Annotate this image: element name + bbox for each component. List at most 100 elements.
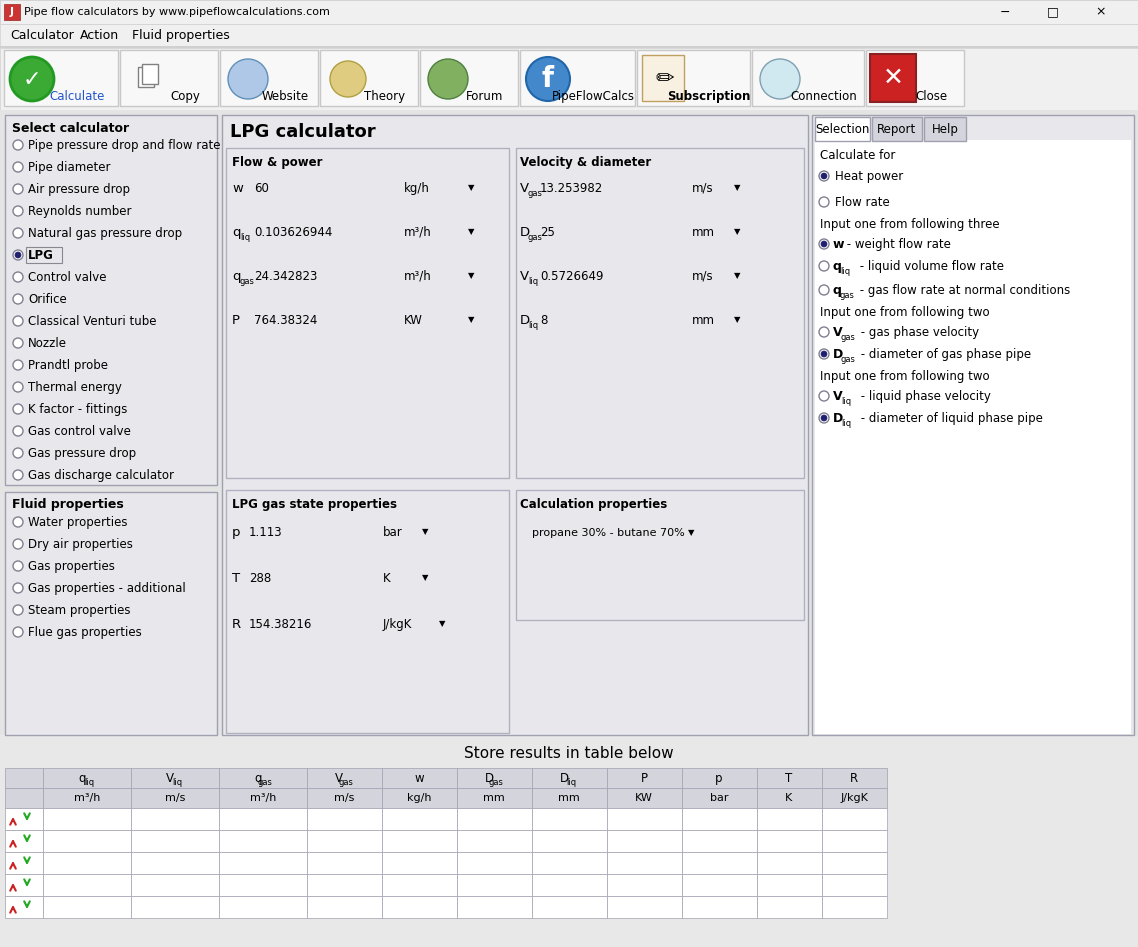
- Bar: [516, 148, 805, 478]
- Text: liq: liq: [840, 266, 850, 276]
- Circle shape: [819, 171, 828, 181]
- Bar: [399, 177, 480, 199]
- Text: liq: liq: [240, 233, 250, 241]
- Bar: [43, 808, 131, 830]
- Bar: [516, 490, 805, 620]
- Text: Help: Help: [932, 122, 958, 135]
- Bar: [866, 50, 964, 106]
- Bar: [531, 808, 607, 830]
- Bar: [382, 874, 457, 896]
- Text: ▼: ▼: [422, 527, 428, 537]
- Bar: [399, 221, 480, 243]
- Text: 1.113: 1.113: [249, 526, 282, 539]
- Text: ▼: ▼: [468, 315, 475, 325]
- Bar: [131, 768, 218, 788]
- Bar: [457, 830, 531, 852]
- Text: ▼: ▼: [468, 227, 475, 237]
- Bar: [307, 768, 382, 788]
- Text: Calculation properties: Calculation properties: [520, 497, 667, 510]
- Text: Action: Action: [80, 28, 119, 42]
- Text: Velocity & diameter: Velocity & diameter: [520, 155, 651, 169]
- Text: Flue gas properties: Flue gas properties: [28, 626, 142, 638]
- Circle shape: [820, 351, 827, 357]
- Text: gas: gas: [240, 277, 255, 285]
- Text: ▼: ▼: [734, 272, 740, 280]
- Text: p: p: [716, 772, 723, 784]
- Bar: [536, 265, 684, 287]
- Text: Natural gas pressure drop: Natural gas pressure drop: [28, 226, 182, 240]
- Bar: [757, 874, 822, 896]
- Text: Select calculator: Select calculator: [13, 121, 129, 134]
- Bar: [250, 177, 395, 199]
- Bar: [688, 221, 747, 243]
- Bar: [382, 768, 457, 788]
- Circle shape: [13, 382, 23, 392]
- Text: q: q: [232, 270, 240, 282]
- Text: liq: liq: [528, 320, 538, 330]
- Bar: [607, 808, 682, 830]
- Text: Gas properties: Gas properties: [28, 560, 115, 573]
- Bar: [822, 788, 887, 808]
- Text: m³/h: m³/h: [250, 793, 277, 803]
- Text: Gas pressure drop: Gas pressure drop: [28, 446, 137, 459]
- Text: mm: mm: [692, 225, 715, 239]
- Text: liq: liq: [84, 777, 94, 787]
- Bar: [757, 852, 822, 874]
- Circle shape: [15, 252, 20, 258]
- Bar: [245, 521, 376, 543]
- Bar: [757, 808, 822, 830]
- Text: gas: gas: [840, 291, 855, 299]
- Text: R: R: [850, 772, 858, 784]
- Bar: [5, 852, 43, 874]
- Bar: [5, 896, 43, 918]
- Text: Control valve: Control valve: [28, 271, 107, 283]
- Circle shape: [13, 404, 23, 414]
- Circle shape: [13, 316, 23, 326]
- Circle shape: [13, 184, 23, 194]
- Circle shape: [819, 413, 828, 423]
- Text: Selection: Selection: [815, 122, 869, 135]
- Text: P: P: [232, 313, 240, 327]
- Text: Dry air properties: Dry air properties: [28, 538, 133, 550]
- Bar: [815, 117, 869, 141]
- Text: ▼: ▼: [422, 574, 428, 582]
- Bar: [822, 852, 887, 874]
- Text: m³/h: m³/h: [404, 270, 431, 282]
- Bar: [869, 54, 916, 102]
- Bar: [607, 768, 682, 788]
- Bar: [220, 50, 318, 106]
- Bar: [520, 50, 635, 106]
- Bar: [815, 140, 1131, 734]
- Bar: [307, 830, 382, 852]
- Bar: [813, 115, 1133, 735]
- Text: w: w: [232, 182, 242, 194]
- Bar: [382, 896, 457, 918]
- Bar: [131, 874, 218, 896]
- Bar: [43, 788, 131, 808]
- Text: PipeFlowCalcs: PipeFlowCalcs: [552, 90, 635, 102]
- Circle shape: [820, 173, 827, 179]
- Text: q: q: [79, 772, 85, 784]
- Text: ✏: ✏: [655, 69, 675, 89]
- Text: liq: liq: [566, 777, 576, 787]
- Text: ▼: ▼: [468, 272, 475, 280]
- Text: - gas phase velocity: - gas phase velocity: [857, 326, 979, 338]
- Bar: [399, 265, 480, 287]
- Bar: [5, 874, 43, 896]
- Bar: [682, 896, 757, 918]
- Text: −: −: [1000, 6, 1011, 19]
- Bar: [245, 613, 376, 635]
- Bar: [688, 265, 747, 287]
- Bar: [457, 874, 531, 896]
- Text: p: p: [232, 526, 240, 539]
- Text: Pipe flow calculators by www.pipeflowcalculations.com: Pipe flow calculators by www.pipeflowcal…: [24, 7, 330, 17]
- Text: Air pressure drop: Air pressure drop: [28, 183, 130, 195]
- Bar: [528, 522, 700, 544]
- Bar: [822, 874, 887, 896]
- Bar: [728, 178, 745, 198]
- Bar: [531, 830, 607, 852]
- Text: K: K: [384, 571, 390, 584]
- Text: V: V: [520, 270, 529, 282]
- Bar: [379, 613, 451, 635]
- Text: J: J: [10, 7, 14, 17]
